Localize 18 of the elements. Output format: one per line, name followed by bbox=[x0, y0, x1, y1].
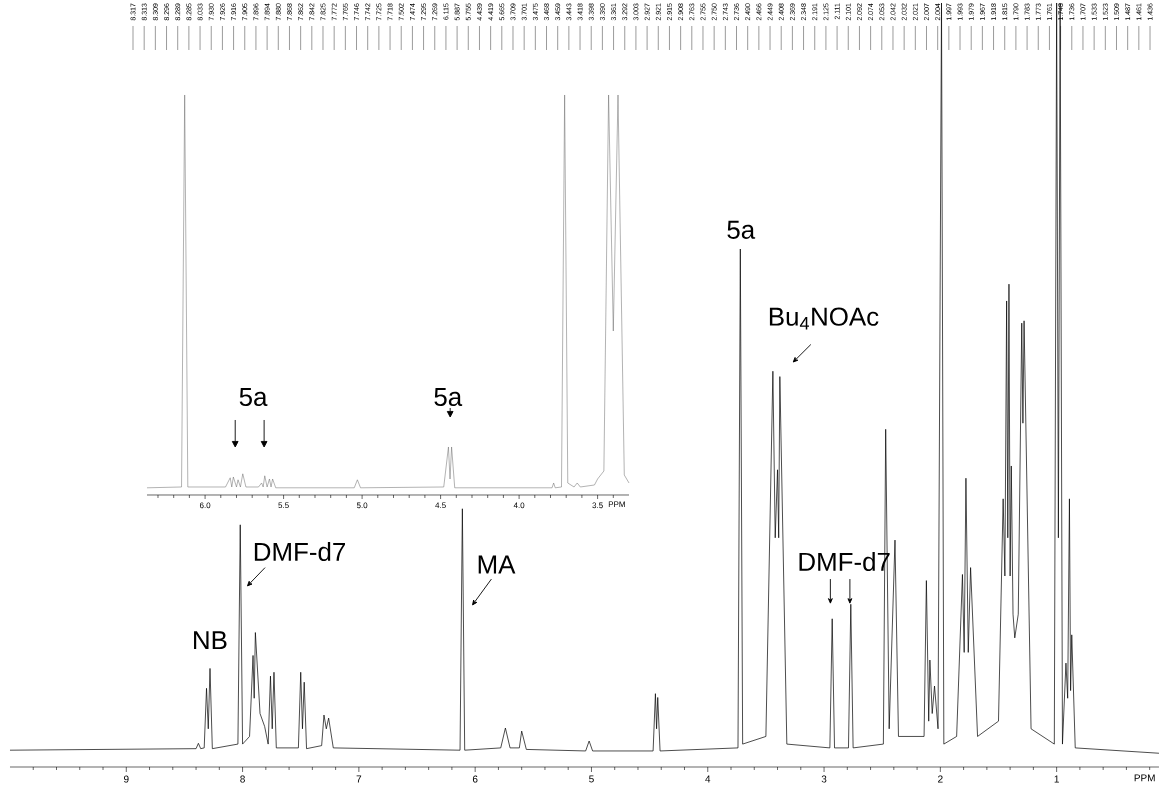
annotation: MA bbox=[478, 555, 516, 574]
x-tick-label: 5 bbox=[589, 775, 594, 783]
x-tick-label: 2 bbox=[938, 775, 943, 783]
annotation: DMF-d7 bbox=[799, 551, 890, 571]
x-tick-label: 8 bbox=[240, 775, 245, 783]
x-tick-label: 7 bbox=[356, 775, 362, 783]
annotation: NB bbox=[194, 631, 227, 650]
annotation: 5a bbox=[239, 387, 268, 407]
annotation: Bu$_{4}$NOAc bbox=[769, 307, 879, 330]
x-axis-title: PPM bbox=[1134, 774, 1155, 782]
annotation: 5a bbox=[434, 387, 463, 407]
annotation: DMF-d7 bbox=[254, 542, 345, 562]
annotation: 5a bbox=[727, 220, 756, 239]
x-tick-label: 6 bbox=[472, 775, 478, 783]
x-tick-label: 1 bbox=[1054, 775, 1059, 783]
x-tick-label: 4 bbox=[705, 775, 711, 783]
x-tick-label: 3 bbox=[821, 775, 827, 783]
x-tick-label: 9 bbox=[123, 775, 129, 783]
